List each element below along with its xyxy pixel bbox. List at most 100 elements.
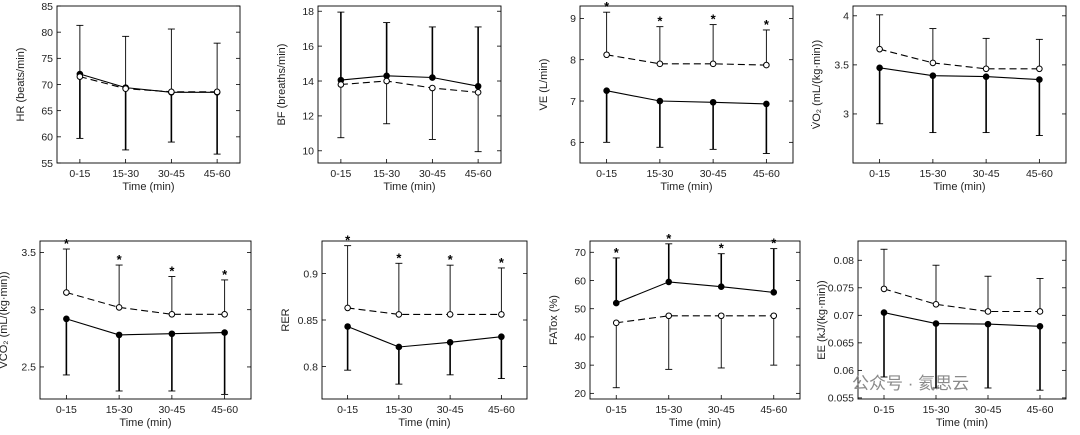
data-point	[446, 339, 454, 346]
x-tick-label: 30-45	[708, 404, 735, 416]
data-point	[429, 84, 436, 92]
data-point	[337, 81, 345, 88]
data-point	[395, 343, 403, 351]
x-axis-label: Time (min)	[398, 417, 450, 429]
significance-star: *	[64, 236, 70, 251]
data-point	[344, 304, 351, 312]
data-point	[498, 311, 505, 318]
series-solid	[62, 315, 229, 395]
data-point	[474, 82, 482, 90]
y-tick-label: 40	[574, 332, 586, 344]
x-tick-label: 30-45	[158, 404, 185, 416]
chart-panel-5: 2.5 3 3.5 0-15 15-30 30-45 45-60 Time (min) V̇CO…	[0, 236, 252, 429]
y-tick-label: 20	[574, 388, 586, 400]
series-line	[879, 67, 1040, 81]
y-tick-label: 0.075	[828, 283, 854, 295]
y-tick-label: 75	[41, 53, 53, 65]
x-tick-label: 0-15	[869, 168, 890, 180]
y-tick-label: 12	[302, 111, 314, 123]
series-solid	[876, 64, 1043, 136]
significance-star: *	[657, 14, 663, 29]
y-tick-label: 55	[41, 158, 53, 170]
x-axis-label: Time (min)	[669, 417, 721, 429]
y-tick-label: 14	[302, 76, 314, 88]
significance-star: *	[499, 255, 505, 270]
x-tick-label: 0-15	[69, 168, 90, 180]
x-tick-label: 15-30	[646, 168, 673, 180]
data-point	[717, 283, 725, 291]
data-point	[709, 60, 717, 68]
y-tick-label: 0.065	[828, 338, 854, 350]
series-solid	[603, 87, 770, 154]
x-tick-label: 45-60	[753, 168, 780, 180]
x-tick-label: 45-60	[1026, 168, 1053, 180]
chart-panel-6: 0.8 0.85 0.9 0-15 15-30 30-45 45-60 Time (min) R…	[280, 233, 528, 429]
x-tick-label: 45-60	[204, 168, 231, 180]
series-line	[347, 325, 502, 348]
x-tick-label: 30-45	[437, 404, 464, 416]
chart-panel-8: 0.055 0.06 0.065 0.07 0.075 0.08 0-15 15-30 30-4…	[816, 240, 1067, 429]
significance-star: *	[614, 245, 620, 260]
series-line	[340, 80, 479, 93]
data-point	[1036, 65, 1043, 73]
data-point	[763, 100, 770, 108]
data-point	[221, 310, 228, 318]
data-point	[876, 64, 883, 72]
axes-frame	[579, 5, 794, 164]
data-point	[446, 311, 454, 318]
series-line	[606, 54, 767, 66]
data-point	[168, 330, 176, 338]
data-point	[665, 278, 673, 286]
x-tick-label: 45-60	[1027, 404, 1054, 416]
chart-panel-1: 55 60 65 70 75 80 85 0-15 15-30 30-45 45-60 Time (m…	[15, 1, 241, 193]
significance-star: *	[771, 236, 777, 251]
significance-star: *	[345, 233, 351, 248]
data-point	[221, 329, 228, 336]
x-axis-label: Time (min)	[119, 417, 171, 429]
y-tick-label: 0.85	[298, 315, 319, 327]
x-tick-label: 30-45	[419, 168, 446, 180]
y-axis-label: FATox (%)	[548, 295, 560, 345]
y-tick-label: 8	[570, 55, 576, 67]
series-solid	[880, 309, 1044, 391]
series-dashed	[876, 14, 1043, 73]
y-tick-label: 0.08	[834, 255, 855, 267]
series-dashed	[880, 248, 1044, 315]
significance-star: *	[222, 267, 228, 282]
y-tick-label: 0.07	[834, 310, 855, 322]
data-point	[656, 60, 664, 68]
series-dashed	[76, 24, 221, 96]
series-line	[883, 312, 1041, 327]
data-point	[665, 312, 673, 320]
y-tick-label: 16	[302, 41, 314, 53]
x-tick-label: 15-30	[919, 168, 946, 180]
data-point	[880, 309, 888, 316]
x-tick-label: 0-15	[596, 168, 617, 180]
y-tick-label: 80	[41, 27, 53, 39]
y-tick-label: 7	[570, 96, 576, 108]
y-tick-label: 10	[302, 146, 314, 158]
series-line	[879, 48, 1040, 70]
data-point	[982, 73, 990, 80]
significance-star: *	[719, 241, 725, 256]
data-point	[1036, 308, 1044, 315]
significance-star: *	[764, 17, 770, 32]
data-point	[395, 311, 403, 318]
x-tick-label: 0-15	[330, 168, 351, 180]
y-tick-label: 0.055	[828, 393, 854, 405]
series-solid	[337, 11, 482, 90]
data-point	[122, 85, 129, 92]
x-axis-label: Time (min)	[660, 181, 712, 193]
x-tick-label: 45-60	[488, 404, 515, 416]
data-point	[63, 289, 70, 296]
y-axis-label: BF (breaths/min)	[276, 44, 288, 126]
data-point	[1036, 323, 1044, 330]
x-tick-label: 15-30	[655, 404, 682, 416]
x-tick-label: 15-30	[373, 168, 400, 180]
series-line	[347, 307, 502, 315]
data-point	[612, 319, 620, 327]
y-tick-label: 60	[574, 275, 586, 287]
axes-frame	[56, 5, 241, 164]
x-tick-label: 0-15	[337, 404, 358, 416]
x-axis-label: Time (min)	[122, 181, 174, 193]
